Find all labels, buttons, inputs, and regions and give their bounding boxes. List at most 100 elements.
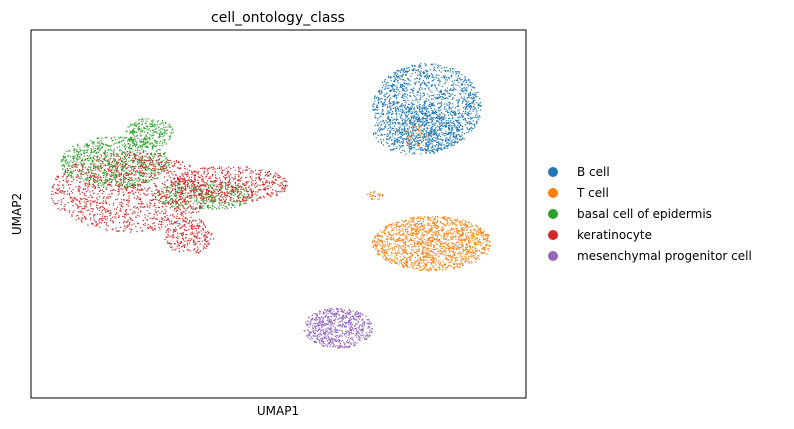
scatter-point xyxy=(446,79,448,81)
scatter-point xyxy=(403,95,405,97)
scatter-point xyxy=(373,192,375,194)
scatter-point xyxy=(418,73,420,76)
scatter-point xyxy=(429,236,431,238)
scatter-point xyxy=(428,238,430,240)
scatter-point xyxy=(398,92,400,94)
scatter-point xyxy=(398,263,400,265)
scatter-point xyxy=(154,163,156,165)
scatter-point xyxy=(406,83,408,85)
scatter-point xyxy=(408,111,410,113)
scatter-point xyxy=(407,226,409,228)
scatter-point xyxy=(372,246,374,248)
scatter-point xyxy=(411,104,413,106)
scatter-point xyxy=(393,246,395,248)
scatter-point xyxy=(472,110,474,112)
scatter-point xyxy=(405,115,407,117)
scatter-point xyxy=(119,175,121,178)
scatter-point xyxy=(438,134,440,136)
scatter-point xyxy=(427,242,429,244)
scatter-point xyxy=(375,112,377,114)
scatter-point xyxy=(205,194,207,197)
scatter-point xyxy=(451,122,453,124)
scatter-point xyxy=(420,239,422,241)
scatter-point xyxy=(131,184,133,187)
scatter-point xyxy=(170,126,172,128)
scatter-point xyxy=(441,139,443,142)
scatter-point xyxy=(129,140,131,142)
scatter-point xyxy=(130,147,133,149)
scatter-point xyxy=(462,234,464,236)
scatter-point xyxy=(437,226,439,228)
scatter-point xyxy=(425,256,427,258)
scatter-point xyxy=(135,143,137,145)
scatter-point xyxy=(403,241,405,243)
scatter-point xyxy=(455,70,457,72)
scatter-point xyxy=(425,252,427,254)
scatter-point xyxy=(208,196,210,198)
scatter-point xyxy=(404,120,406,122)
scatter-point xyxy=(218,194,220,196)
scatter-point xyxy=(163,124,165,126)
scatter-point xyxy=(400,132,402,134)
scatter-point xyxy=(391,230,393,232)
scatter-point xyxy=(389,85,392,87)
scatter-point xyxy=(215,195,217,197)
scatter-point xyxy=(397,238,399,240)
scatter-point xyxy=(408,126,410,128)
scatter-point xyxy=(72,145,74,147)
scatter-point xyxy=(466,86,468,89)
scatter-point xyxy=(91,173,93,175)
scatter-point xyxy=(458,248,460,250)
scatter-point xyxy=(481,252,483,254)
scatter-point xyxy=(92,151,94,153)
scatter-point xyxy=(471,238,473,240)
scatter-point xyxy=(62,164,64,166)
scatter-point xyxy=(76,156,78,158)
scatter-point xyxy=(76,143,79,145)
scatter-point xyxy=(462,228,464,230)
scatter-point xyxy=(469,108,472,110)
scatter-point xyxy=(464,117,466,119)
scatter-point xyxy=(476,120,478,122)
scatter-point xyxy=(198,192,200,194)
scatter-point xyxy=(401,86,403,89)
scatter-point xyxy=(133,183,135,186)
scatter-point xyxy=(448,261,450,264)
scatter-point xyxy=(141,146,143,148)
scatter-point xyxy=(435,232,437,234)
scatter-point xyxy=(132,140,134,143)
scatter-point xyxy=(242,196,244,198)
scatter-point xyxy=(440,119,443,122)
scatter-point xyxy=(84,167,86,169)
scatter-point xyxy=(444,103,446,105)
scatter-point xyxy=(111,161,113,164)
scatter-point xyxy=(68,162,70,164)
scatter-point xyxy=(98,145,100,147)
scatter-point xyxy=(401,96,403,98)
scatter-point xyxy=(435,264,437,266)
scatter-point xyxy=(128,156,130,158)
scatter-point xyxy=(424,145,426,148)
scatter-point xyxy=(388,111,390,113)
scatter-point xyxy=(65,160,67,162)
scatter-point xyxy=(244,203,246,205)
scatter-point xyxy=(109,177,111,179)
scatter-point xyxy=(193,202,195,204)
scatter-point xyxy=(389,124,391,126)
scatter-point xyxy=(436,243,438,246)
scatter-point xyxy=(141,160,143,162)
scatter-point xyxy=(415,136,417,138)
scatter-point xyxy=(424,259,426,261)
scatter-point xyxy=(395,147,397,150)
scatter-point xyxy=(429,138,431,140)
scatter-point xyxy=(111,175,113,177)
scatter-point xyxy=(416,139,418,141)
scatter-point xyxy=(94,165,96,167)
scatter-point xyxy=(447,120,449,122)
scatter-point xyxy=(105,143,107,146)
scatter-point xyxy=(419,119,421,121)
scatter-point xyxy=(411,106,413,108)
scatter-point xyxy=(441,98,443,100)
scatter-point xyxy=(382,194,384,196)
scatter-point xyxy=(419,147,421,149)
